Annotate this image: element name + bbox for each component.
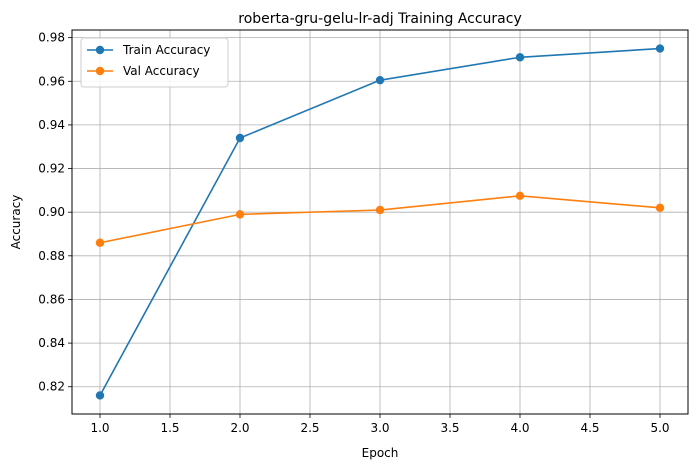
- x-tick-label: 1.5: [160, 421, 179, 435]
- legend-box: [80, 37, 229, 88]
- legend: Train Accuracy Val Accuracy: [80, 37, 229, 88]
- train-accuracy-point: [95, 391, 105, 400]
- x-tick-label: 3.5: [440, 421, 459, 435]
- y-tick-label: 0.84: [38, 336, 65, 350]
- y-tick-label: 0.82: [38, 380, 65, 394]
- train-accuracy-point: [375, 75, 385, 85]
- val-accuracy-point: [235, 210, 245, 219]
- train-accuracy-point: [515, 53, 525, 62]
- x-tick-label: 1.0: [90, 421, 109, 435]
- y-tick-label: 0.96: [38, 74, 65, 88]
- y-tick-label: 0.98: [38, 31, 65, 45]
- legend-val-accuracy-marker: [95, 66, 105, 76]
- x-tick-label: 2.5: [300, 421, 319, 435]
- val-accuracy-point: [515, 191, 525, 201]
- y-tick-label: 0.94: [38, 118, 65, 132]
- y-tick-label: 0.92: [38, 162, 65, 176]
- val-accuracy-point: [95, 238, 105, 247]
- x-tick-label: 3.0: [370, 421, 389, 435]
- y-tick-label: 0.86: [38, 292, 65, 306]
- x-tick-label: 2.0: [230, 421, 249, 435]
- train-accuracy-point: [655, 44, 665, 53]
- y-tick-label: 0.88: [38, 249, 65, 263]
- legend-train-accuracy-marker: [95, 45, 105, 55]
- y-axis-ticks: 0.82 0.84 0.86 0.88 0.90 0.92 0.94 0.96 0.98: [38, 31, 72, 394]
- series-group: [95, 44, 665, 400]
- val-accuracy-point: [655, 203, 665, 213]
- x-tick-label: 4.0: [510, 421, 529, 435]
- val-accuracy-point: [375, 205, 385, 215]
- x-axis-label: Epoch: [362, 446, 399, 460]
- chart-title: roberta-gru-gelu-lr-adj Training Accurac…: [238, 11, 522, 27]
- x-tick-label: 5.0: [650, 421, 669, 435]
- x-axis-ticks: 1.0 1.5 2.0 2.5 3.0 3.5 4.0 4.5 5.0: [90, 414, 670, 435]
- legend-train-accuracy-label: Train Accuracy: [122, 43, 210, 57]
- y-tick-label: 0.90: [38, 205, 65, 219]
- x-tick-label: 4.5: [580, 421, 599, 435]
- legend-val-accuracy-label: Val Accuracy: [123, 64, 200, 78]
- y-axis-label: Accuracy: [9, 195, 23, 250]
- train-accuracy-point: [235, 133, 245, 143]
